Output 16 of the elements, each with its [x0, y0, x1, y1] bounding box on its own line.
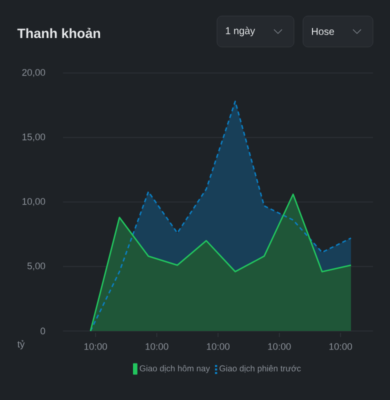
legend-label: Giao dịch phiên trước: [220, 365, 301, 374]
text: 10:00: [146, 343, 168, 350]
text: 10:00: [268, 343, 291, 350]
text: 10:00: [84, 343, 108, 350]
chart-title: Thanh khoản: [17, 28, 100, 38]
y-tick-label: 10,00: [22, 198, 46, 206]
y-tick-label: 0: [40, 328, 46, 334]
text: 1 ngày: [226, 26, 256, 36]
y-tick-label: 20,00: [22, 69, 46, 77]
y-tick-label: 5,00: [27, 262, 46, 270]
legend-label: Giao dịch hôm nay: [140, 365, 210, 374]
text: 10:00: [329, 343, 352, 350]
text: Hose: [312, 28, 334, 35]
text: 10:00: [206, 343, 230, 350]
y-axis-title: tỷ: [17, 340, 25, 350]
y-tick-label: 15,00: [22, 134, 46, 142]
